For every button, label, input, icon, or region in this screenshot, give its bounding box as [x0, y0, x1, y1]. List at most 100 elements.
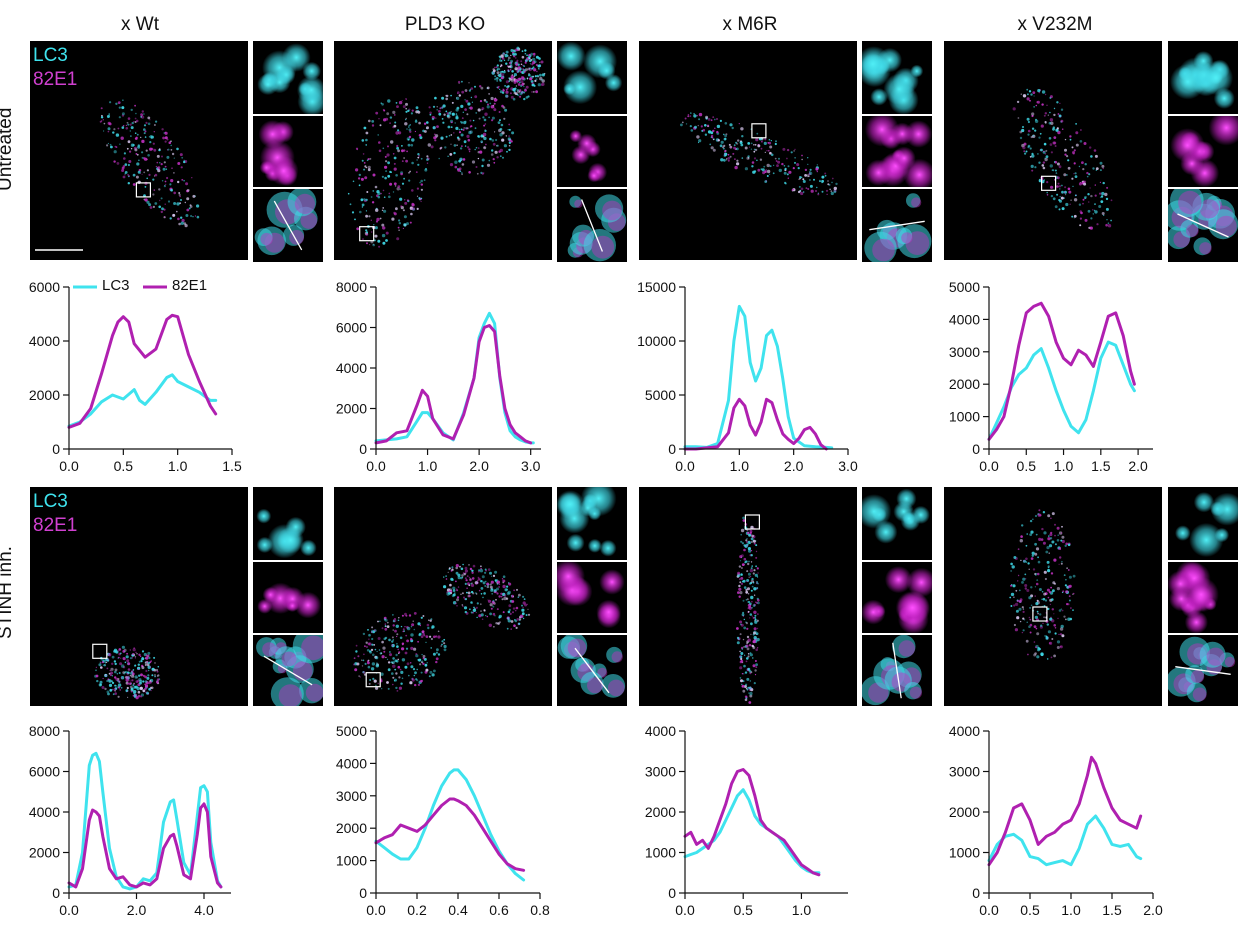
y-tick-label: 8000 — [29, 723, 60, 739]
line-plot-stinh-pld3ko: 0.0 0.2 0.4 0.6 0.8 0 1000 2000 3000 4000 5000 — [316, 723, 552, 927]
x-tick-label: 0.0 — [59, 458, 79, 474]
micrograph-image — [736, 514, 761, 704]
series-line-lc3 — [67, 373, 218, 428]
y-tick-label: 6000 — [29, 279, 60, 295]
y-tick-label: 4000 — [949, 723, 980, 739]
y-tick-label: 3000 — [336, 788, 367, 804]
y-tick-label: 4000 — [949, 311, 980, 327]
micrograph-stinh-pld3ko — [334, 487, 552, 706]
series-line-82e1 — [67, 802, 223, 889]
x-tick-label: 0.4 — [448, 902, 468, 918]
y-tick-label: 0 — [359, 441, 367, 457]
x-tick-label: 2.0 — [469, 458, 489, 474]
x-tick-label: 0.5 — [114, 458, 134, 474]
y-tick-label: 0 — [668, 885, 676, 901]
inset-merge-untreated-wt — [253, 189, 323, 262]
inset-lc3-stinh-m6r — [862, 487, 932, 560]
inset-lc3-untreated-m6r — [862, 41, 932, 114]
x-tick-label: 1.0 — [792, 902, 812, 918]
inset-merge-untreated-m6r — [862, 189, 932, 262]
series-line-82e1 — [374, 797, 526, 872]
inset-e1-stinh-m6r — [862, 562, 932, 633]
series-line-82e1 — [67, 313, 218, 429]
column-title-m6r: x M6R — [722, 14, 778, 35]
line-plot-untreated-pld3ko: 0.0 1.0 2.0 3.0 0 2000 4000 6000 8000 — [316, 279, 553, 483]
y-tick-label: 1000 — [336, 853, 367, 869]
x-tick-label: 2.0 — [1128, 458, 1148, 474]
y-tick-label: 1000 — [949, 845, 980, 861]
micrograph-image — [353, 563, 531, 692]
x-tick-label: 2.0 — [127, 902, 147, 918]
y-tick-label: 0 — [972, 441, 980, 457]
y-tick-label: 2000 — [336, 820, 367, 836]
inset-lc3-stinh-v232m — [1168, 487, 1238, 560]
y-tick-label: 2000 — [645, 804, 676, 820]
series-line-lc3 — [683, 304, 834, 450]
x-tick-label: 1.5 — [1091, 458, 1111, 474]
y-tick-label: 0 — [359, 885, 367, 901]
inset-e1-stinh-v232m — [1168, 562, 1238, 633]
micrograph-untreated-m6r — [639, 41, 857, 260]
series-line-lc3 — [987, 340, 1136, 441]
y-tick-label: 1000 — [645, 845, 676, 861]
y-tick-label: 5000 — [949, 279, 980, 295]
micrograph-stinh-wt — [30, 487, 248, 706]
inset-e1-stinh-pld3ko — [557, 562, 627, 633]
x-tick-label: 0.6 — [489, 902, 509, 918]
inset-merge-stinh-wt — [253, 635, 323, 706]
y-tick-label: 4000 — [29, 333, 60, 349]
y-tick-label: 0 — [52, 885, 60, 901]
y-tick-label: 4000 — [336, 360, 367, 376]
line-plot-untreated-v232m: 0.0 0.5 1.0 1.5 2.0 0 1000 2000 3000 4000 5000 — [929, 279, 1165, 483]
line-plot-stinh-v232m: 0.0 0.5 1.0 1.5 2.0 0 1000 2000 3000 4000 — [929, 723, 1165, 927]
x-tick-label: 2.0 — [784, 458, 804, 474]
y-tick-label: 0 — [668, 441, 676, 457]
y-tick-label: 6000 — [336, 320, 367, 336]
x-tick-label: 1.0 — [1054, 458, 1074, 474]
row-label-untreated: Untreated — [0, 107, 16, 191]
legend-label-82e1: 82E1 — [172, 277, 208, 294]
x-tick-label: 0.0 — [59, 902, 79, 918]
x-tick-label: 0.2 — [407, 902, 427, 918]
y-tick-label: 2000 — [336, 401, 367, 417]
series-line-82e1 — [987, 755, 1143, 867]
series-line-82e1 — [683, 768, 821, 877]
y-tick-label: 10000 — [637, 333, 676, 349]
micrograph-image — [1012, 88, 1113, 230]
x-tick-label: 4.0 — [194, 902, 214, 918]
x-tick-label: 0.5 — [733, 902, 753, 918]
series-line-lc3 — [374, 768, 526, 882]
channel-label-lc3-top: LC3 — [33, 45, 68, 66]
micrograph-image — [347, 46, 546, 248]
y-tick-label: 3000 — [645, 764, 676, 780]
y-tick-label: 1000 — [949, 409, 980, 425]
series-line-82e1 — [683, 397, 828, 451]
micrograph-untreated-pld3ko — [334, 41, 552, 260]
column-title-v232m: x V232M — [1017, 14, 1093, 35]
micrograph-untreated-v232m — [944, 41, 1162, 260]
x-tick-label: 1.0 — [418, 458, 438, 474]
y-tick-label: 5000 — [336, 723, 367, 739]
line-plot-stinh-m6r: 0.0 0.5 1.0 0 1000 2000 3000 4000 — [625, 723, 860, 927]
x-tick-label: 0.0 — [675, 902, 695, 918]
inset-e1-untreated-v232m — [1168, 116, 1238, 187]
inset-e1-stinh-wt — [253, 562, 323, 633]
inset-lc3-stinh-wt — [253, 487, 323, 560]
y-tick-label: 2000 — [29, 845, 60, 861]
channel-label-82e1-top: 82E1 — [33, 69, 78, 90]
column-title-wt: x Wt — [121, 14, 159, 35]
series-line-82e1 — [374, 324, 533, 445]
x-tick-label: 1.0 — [730, 458, 750, 474]
x-tick-label: 0.0 — [366, 458, 386, 474]
series-line-lc3 — [67, 751, 223, 891]
y-tick-label: 2000 — [29, 387, 60, 403]
inset-lc3-untreated-pld3ko — [557, 41, 627, 114]
micrograph-stinh-m6r — [639, 487, 857, 706]
series-line-82e1 — [987, 301, 1136, 441]
micrograph-image — [92, 643, 161, 700]
micrograph-image — [35, 99, 200, 251]
y-tick-label: 2000 — [949, 376, 980, 392]
y-tick-label: 4000 — [29, 804, 60, 820]
legend-label-lc3: LC3 — [102, 277, 130, 294]
x-tick-label: 0.5 — [1017, 458, 1037, 474]
